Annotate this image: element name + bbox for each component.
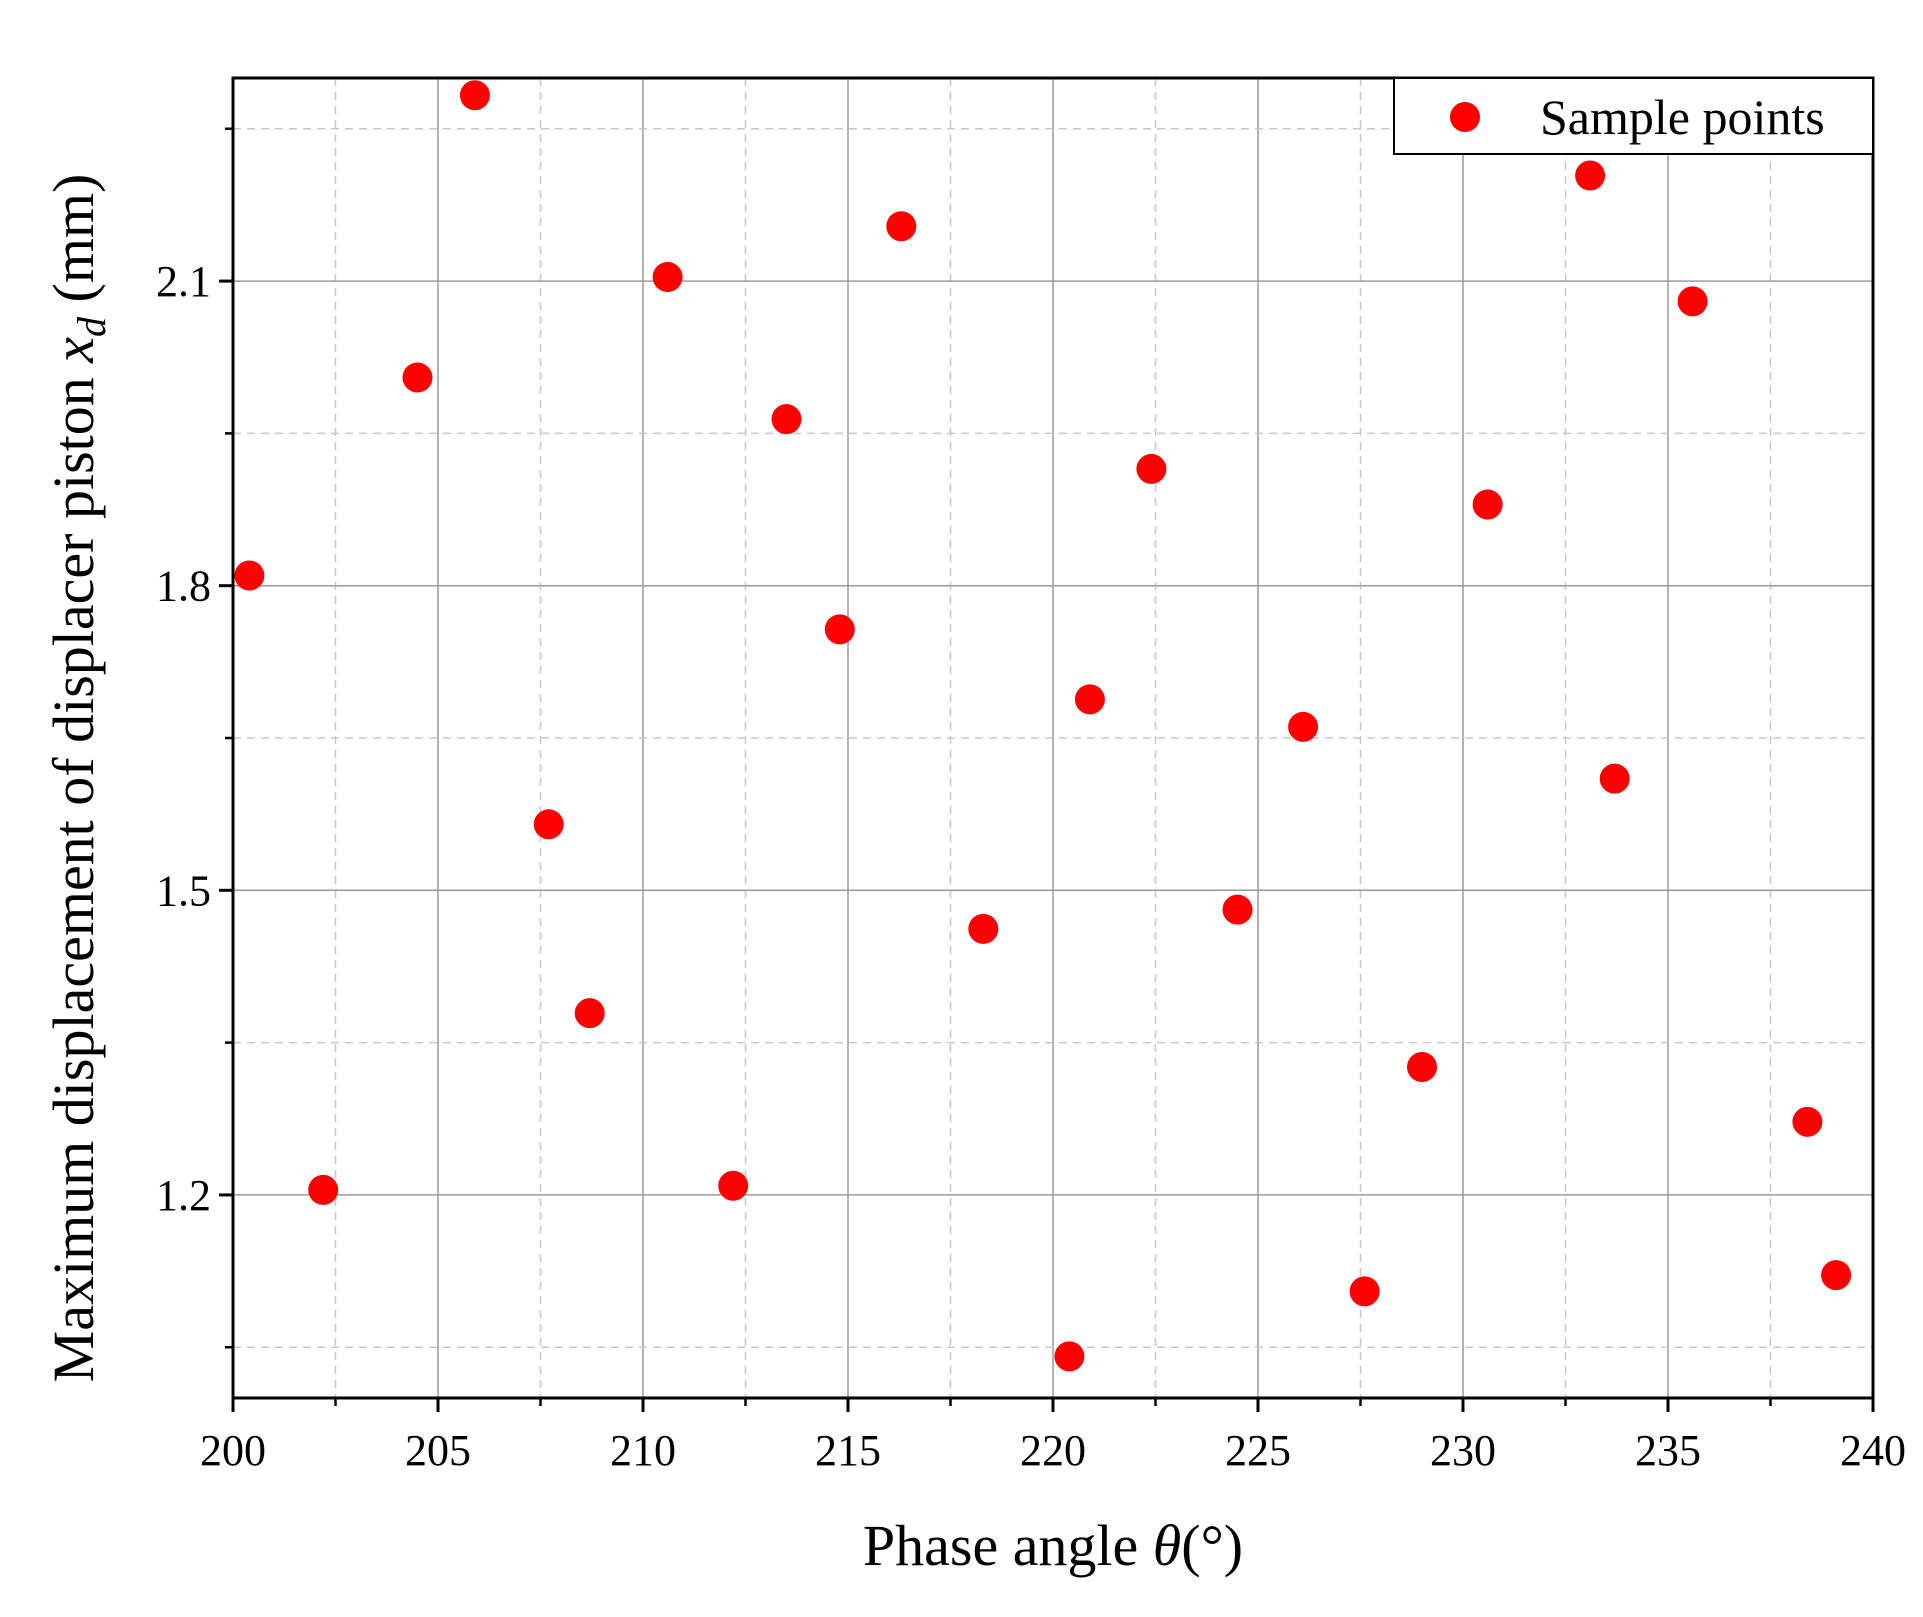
legend-label: Sample points: [1540, 89, 1825, 145]
data-points: [234, 80, 1852, 1372]
y-axis-title-text: Maximum displacement of displacer piston: [41, 363, 106, 1383]
data-point: [718, 1170, 749, 1201]
x-tick-labels: 200 205 210 215 220 225 230 235 240: [200, 1426, 1906, 1475]
data-point: [1136, 453, 1167, 484]
data-point: [574, 998, 605, 1029]
y-tick-label: 2.1: [156, 257, 211, 306]
x-tick-label: 230: [1430, 1426, 1496, 1475]
data-point: [771, 404, 802, 435]
x-axis-title-unit: (°): [1181, 1513, 1243, 1578]
legend-marker: [1450, 102, 1480, 132]
data-point: [1599, 763, 1630, 794]
data-point: [1677, 286, 1708, 317]
x-tick-label: 240: [1840, 1426, 1906, 1475]
x-tick-label: 220: [1020, 1426, 1086, 1475]
y-axis-title-symbol: x: [41, 337, 106, 364]
data-point: [1792, 1106, 1823, 1137]
x-tick-label: 200: [200, 1426, 266, 1475]
data-point: [886, 211, 917, 242]
y-tick-labels: 1.2 1.5 1.8 2.1: [156, 257, 211, 1220]
data-point: [1472, 489, 1503, 520]
data-point: [459, 80, 490, 111]
data-point: [533, 809, 564, 840]
y-tick-label: 1.2: [156, 1171, 211, 1220]
y-axis-title: Maximum displacement of displacer piston…: [41, 174, 114, 1383]
x-tick-label: 205: [405, 1426, 471, 1475]
x-axis-title-symbol: θ: [1153, 1513, 1182, 1578]
x-tick-label: 225: [1225, 1426, 1291, 1475]
data-point: [1349, 1276, 1380, 1307]
data-point: [824, 614, 855, 645]
legend: Sample points: [1393, 77, 1874, 155]
x-axis-title-text: Phase angle: [863, 1513, 1153, 1578]
grid: [233, 78, 1873, 1398]
plot-frame: [231, 76, 1875, 1400]
x-tick-label: 235: [1635, 1426, 1701, 1475]
y-axis-title-subscript: d: [69, 316, 114, 337]
data-point: [234, 560, 265, 591]
y-tick-label: 1.8: [156, 562, 211, 611]
y-axis-title-unit: (mm): [41, 174, 106, 317]
data-point: [1054, 1341, 1085, 1372]
x-tick-label: 215: [815, 1426, 881, 1475]
y-tick-label: 1.5: [156, 866, 211, 915]
data-point: [1074, 684, 1105, 715]
data-point: [1575, 160, 1606, 191]
x-tick-label: 210: [610, 1426, 676, 1475]
data-point: [1821, 1260, 1852, 1291]
x-axis-title: Phase angle θ(°): [863, 1513, 1243, 1578]
data-point: [652, 262, 683, 293]
data-point: [402, 362, 433, 393]
data-point: [1222, 894, 1253, 925]
data-point: [1288, 711, 1319, 742]
data-point: [968, 913, 999, 944]
data-point: [308, 1174, 339, 1205]
data-point: [1407, 1051, 1437, 1082]
